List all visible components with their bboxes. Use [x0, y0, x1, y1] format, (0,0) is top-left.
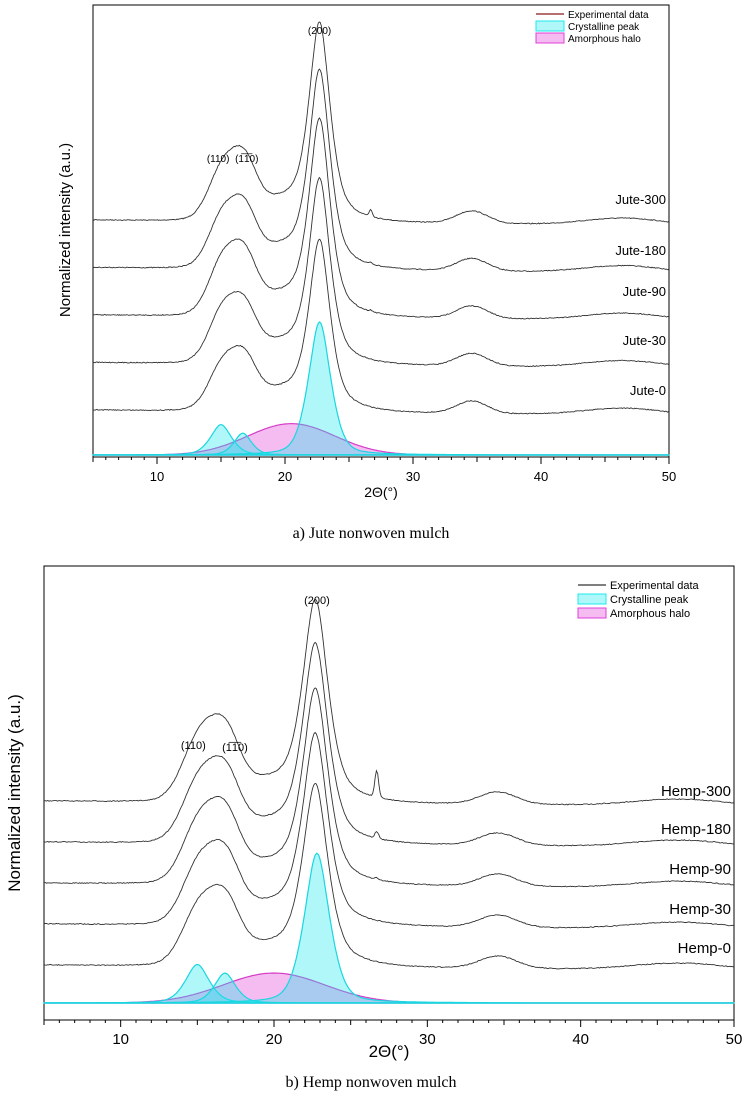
x-tick-label: 10: [150, 469, 164, 484]
plot-frame: [92, 4, 670, 458]
plot-frame: [43, 565, 735, 1021]
series-line-jute-180: [92, 68, 669, 272]
legend-label: Crystalline peak: [568, 22, 640, 33]
x-tick-label: 20: [266, 1031, 283, 1048]
x-axis-label: 2Θ(°): [369, 1042, 410, 1061]
chart-panel-hemp: 10 20 30 40 50 2Θ(°) Normalized intensity (a.u…: [5, 565, 743, 1061]
deconvolution-fit: [92, 321, 670, 456]
x-tick-label: 20: [278, 469, 292, 484]
series-label: Jute-300: [615, 192, 666, 207]
legend-label: Experimental data: [568, 10, 649, 21]
chart-panel-jute: 10 20 30 40 50 2Θ(°) Normalized intensity (a.u…: [57, 4, 676, 500]
x-tick-label: 50: [726, 1031, 743, 1048]
legend-swatch-fill: [535, 32, 565, 44]
panel-caption: a) Jute nonwoven mulch: [293, 525, 450, 542]
series-label: Jute-30: [623, 333, 666, 348]
series-label: Jute-90: [623, 284, 666, 299]
legend-swatch-fill: [577, 607, 607, 619]
crystalline-peak-3: [92, 321, 670, 456]
series-label: Hemp-30: [669, 901, 731, 918]
legend-label: Amorphous halo: [610, 608, 690, 620]
y-axis-label: Normalized intensity (a.u.): [5, 694, 24, 891]
series-label: Hemp-300: [661, 783, 731, 800]
x-tick-label: 30: [406, 469, 420, 484]
peak-label: (110): [181, 740, 206, 752]
legend-swatch-fill: [535, 20, 565, 32]
x-tick-label: 30: [419, 1031, 436, 1048]
series-line-hemp-300: [43, 598, 734, 806]
crystalline-peak-2: [44, 972, 734, 1004]
legend: Experimental data Crystalline peak Amorpho…: [577, 580, 700, 620]
series-label: Jute-180: [615, 243, 666, 258]
series-line-hemp-0: [43, 782, 734, 970]
crystalline-peak-1: [43, 963, 734, 1004]
peak-label: (200): [304, 595, 330, 607]
legend-label: Experimental data: [610, 580, 700, 592]
series-label: Hemp-90: [669, 861, 731, 878]
series-line-jute-30: [92, 176, 669, 367]
series-line-jute-300: [92, 21, 669, 225]
x-tick-label: 50: [662, 469, 676, 484]
series-line-hemp-180: [43, 641, 734, 847]
panel-caption: b) Hemp nonwoven mulch: [285, 1074, 456, 1091]
series-line-hemp-30: [43, 731, 734, 929]
peak-label: (200): [308, 26, 331, 37]
series-label: Hemp-180: [661, 821, 731, 838]
y-axis-label: Normalized intensity (a.u.): [57, 143, 74, 317]
amorphous-halo: [44, 972, 734, 1004]
peak-label: (1̅1̅0): [235, 153, 258, 165]
x-tick-label: 40: [534, 469, 548, 484]
x-axis-label: 2Θ(°): [364, 484, 398, 500]
series-line-jute-0: [92, 238, 669, 415]
x-tick-label: 40: [572, 1031, 589, 1048]
legend-label: Crystalline peak: [610, 594, 689, 606]
crystalline-peak-1: [92, 423, 669, 456]
x-tick-label: 10: [112, 1031, 129, 1048]
series-line-hemp-90: [43, 687, 734, 888]
legend-label: Amorphous halo: [568, 34, 641, 45]
series-label: Jute-0: [630, 383, 666, 398]
deconvolution-fit: [43, 852, 735, 1004]
amorphous-halo: [93, 422, 669, 456]
peak-label: (110): [207, 154, 230, 165]
series-line-jute-90: [92, 117, 669, 320]
peak-label: (1̅1̅0): [222, 742, 248, 754]
crystalline-peak-3: [43, 852, 735, 1004]
series-label: Hemp-0: [678, 940, 731, 957]
legend-swatch-fill: [577, 593, 607, 605]
